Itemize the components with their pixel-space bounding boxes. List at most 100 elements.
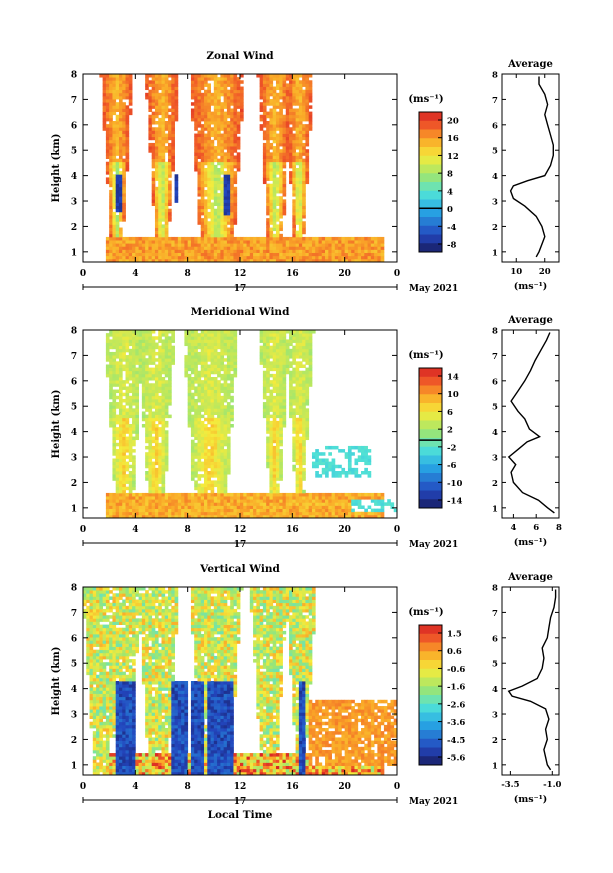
heatmap-cell xyxy=(122,189,126,194)
heatmap-cell xyxy=(223,449,228,453)
heatmap-cell xyxy=(233,80,238,84)
heatmap-cell xyxy=(220,83,225,87)
heatmap-cell xyxy=(292,149,296,153)
heatmap-cell xyxy=(122,127,126,131)
heatmap-cell xyxy=(154,514,159,519)
heatmap-cell xyxy=(148,502,153,506)
heatmap-cell xyxy=(190,114,195,119)
heatmap-cell xyxy=(272,208,277,213)
heatmap-cell xyxy=(161,420,166,425)
heatmap-cell xyxy=(289,114,293,119)
heatmap-cell xyxy=(109,124,113,128)
heatmap-cell xyxy=(204,336,208,340)
heatmap-cell xyxy=(302,102,306,106)
heatmap-cell xyxy=(151,411,156,415)
heatmap-cell xyxy=(220,351,225,356)
heatmap-cell xyxy=(262,86,267,91)
heatmap-cell xyxy=(128,505,133,509)
heatmap-cell xyxy=(213,442,218,447)
heatmap-cell xyxy=(194,471,198,475)
heatmap-cell xyxy=(357,258,362,263)
heatmap-cell xyxy=(262,124,267,128)
heatmap-cell xyxy=(275,342,280,347)
heatmap-cell xyxy=(262,246,267,250)
heatmap-cell xyxy=(135,436,139,441)
heatmap-cell xyxy=(168,136,172,141)
heatmap-cell xyxy=(289,164,293,169)
heatmap-cell xyxy=(161,427,166,431)
heatmap-cell xyxy=(259,508,264,513)
y-tick-label: 2 xyxy=(71,223,77,233)
heatmap-cell xyxy=(158,433,162,437)
heatmap-cell xyxy=(141,339,146,343)
heatmap-cell xyxy=(220,108,225,112)
heatmap-cell xyxy=(266,246,270,250)
heatmap-cell xyxy=(141,414,146,419)
heatmap-cell xyxy=(233,358,238,362)
heatmap-cell xyxy=(200,336,205,340)
heatmap-cell xyxy=(213,339,218,343)
heatmap-cell xyxy=(194,436,198,441)
heatmap-cell xyxy=(184,252,189,257)
heatmap-cell xyxy=(105,252,110,257)
heatmap-cell xyxy=(233,218,238,222)
heatmap-cell xyxy=(115,333,120,337)
heatmap-cell xyxy=(154,402,159,406)
heatmap-cell xyxy=(109,86,113,91)
heatmap-cell xyxy=(109,133,113,138)
heatmap-cell xyxy=(243,492,247,497)
heatmap-cell xyxy=(308,89,313,94)
heatmap-cell xyxy=(223,436,228,441)
heatmap-cell xyxy=(194,240,198,244)
heatmap-cell xyxy=(374,252,378,257)
heatmap-cell xyxy=(204,433,208,437)
heatmap-cell xyxy=(190,492,195,497)
heatmap-cell xyxy=(177,236,182,241)
heatmap-cell xyxy=(220,405,225,409)
heatmap-cell xyxy=(105,102,110,106)
heatmap-cell xyxy=(266,492,270,497)
heatmap-cell xyxy=(158,199,162,203)
heatmap-cell xyxy=(246,505,251,509)
heatmap-cell xyxy=(249,258,254,263)
heatmap-cell xyxy=(200,139,205,144)
heatmap-cell xyxy=(174,240,179,244)
heatmap-cell xyxy=(285,345,290,350)
heatmap-cell xyxy=(161,142,166,147)
heatmap-cell xyxy=(240,514,244,519)
heatmap-cell xyxy=(197,436,202,441)
heatmap-cell xyxy=(305,255,310,260)
heatmap-cell xyxy=(128,405,133,409)
heatmap-cell xyxy=(168,155,172,159)
heatmap-cell xyxy=(279,180,283,185)
heatmap-cell xyxy=(151,196,156,200)
heatmap-cell xyxy=(275,240,280,244)
heatmap-cell xyxy=(128,496,133,500)
heatmap-cell xyxy=(275,211,280,216)
heatmap-cell xyxy=(122,142,126,147)
heatmap-cell xyxy=(262,180,267,185)
heatmap-cell xyxy=(210,461,215,466)
heatmap-cell xyxy=(158,458,162,462)
heatmap-cell xyxy=(361,255,365,260)
heatmap-cell xyxy=(109,351,113,356)
heatmap-cell xyxy=(223,455,228,459)
heatmap-cell xyxy=(266,95,270,100)
heatmap-cell xyxy=(213,224,218,228)
heatmap-cell xyxy=(135,433,139,437)
heatmap-cell xyxy=(200,158,205,163)
heatmap-cell xyxy=(132,240,136,244)
heatmap-cell xyxy=(207,505,211,509)
heatmap-cell xyxy=(230,405,234,409)
heatmap-cell xyxy=(190,502,195,506)
heatmap-cell xyxy=(328,258,332,263)
heatmap-cell xyxy=(132,411,136,415)
heatmap-cell xyxy=(187,358,192,362)
heatmap-cell xyxy=(161,351,166,356)
heatmap-cell xyxy=(105,355,110,359)
heatmap-cell xyxy=(122,351,126,356)
heatmap-cell xyxy=(197,361,202,365)
heatmap-cell xyxy=(138,339,143,343)
heatmap-cell xyxy=(151,330,156,334)
